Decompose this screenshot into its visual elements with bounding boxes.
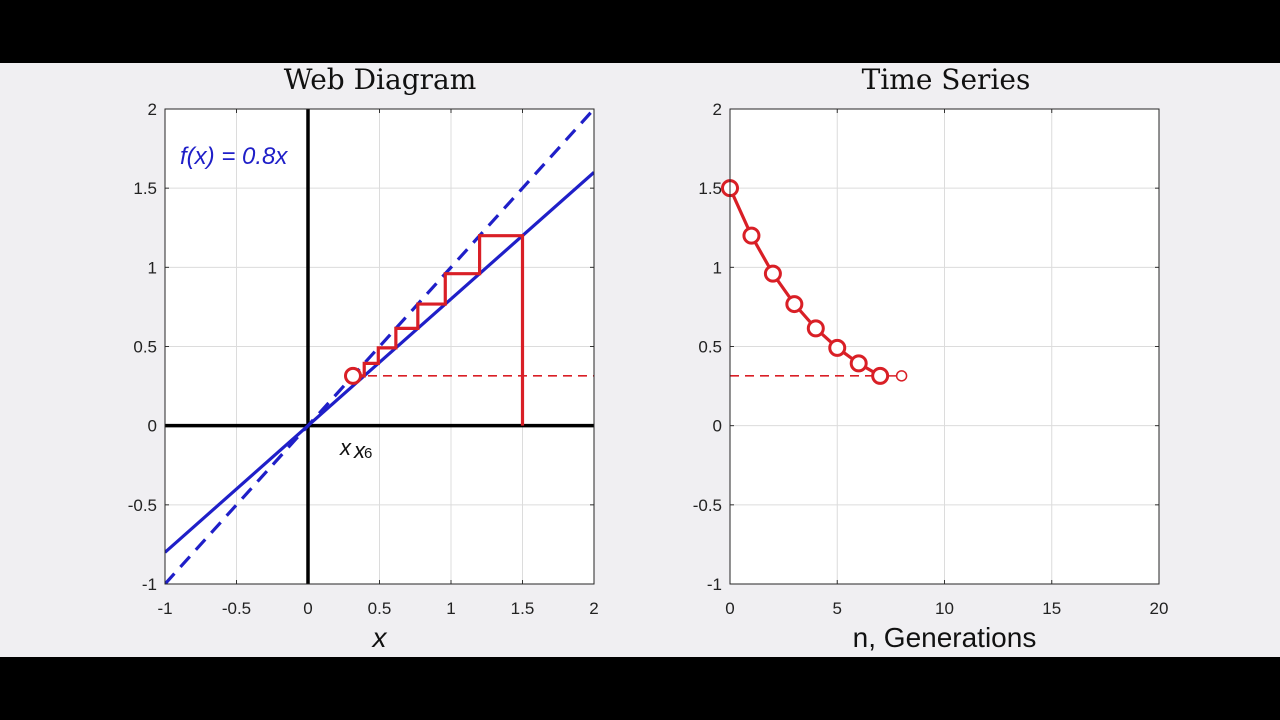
x-tick-label: 0.5 (368, 599, 392, 618)
y-tick-label: 1 (713, 258, 722, 277)
x-tick-label: 0 (725, 599, 734, 618)
y-tick-label: 0.5 (133, 338, 157, 357)
function-label: f(x) = 0.8x (180, 143, 288, 170)
web-diagram-chart: -1 -0.5 0 0.5 1 1.5 2 -1 -0.5 0 0.5 1 1.5 2 f(x) = 0.8… (128, 100, 599, 653)
next-point-marker (895, 370, 908, 382)
x-tick-label: 2 (589, 599, 598, 618)
y-tick-label: 1 (148, 258, 157, 277)
x-marker-label-overlap: x (353, 438, 366, 463)
y-tick-label: 0 (148, 417, 157, 436)
cobweb-path (352, 234, 525, 426)
y-tick-label: -1 (142, 575, 157, 594)
x-tick-label: 1.5 (511, 599, 535, 618)
x-axis-label: x (371, 622, 388, 653)
y-tick-label: -1 (707, 575, 722, 594)
series-point (806, 319, 825, 338)
x-tick-label: 0 (303, 599, 312, 618)
x-tick-label: 5 (833, 599, 842, 618)
current-point-marker (343, 366, 362, 385)
series-point (871, 366, 890, 385)
x-tick-label: 20 (1150, 599, 1169, 618)
y-tick-label: 1.5 (698, 179, 722, 198)
x-tick-label: 1 (446, 599, 455, 618)
series-point (742, 226, 761, 245)
plot-content (165, 109, 594, 584)
time-series-chart: 0 5 10 15 20 -1 -0.5 0 0.5 1 1.5 2 n, Generations (693, 100, 1169, 653)
x-tick-label: 15 (1042, 599, 1061, 618)
figure: Web Diagram Time Series -1 -0.5 0 0.5 1 1.5 2-… (0, 63, 1280, 657)
y-tick-label: 0.5 (698, 338, 722, 357)
x-marker-subscript: 6 (364, 445, 372, 462)
identity-line (165, 109, 594, 584)
series-point (849, 354, 868, 373)
time-series-title: Time Series (861, 63, 1031, 96)
y-tick-label: 0 (713, 417, 722, 436)
web-diagram-title: Web Diagram (283, 63, 477, 96)
series-point (763, 264, 782, 283)
x-tick-label: 10 (935, 599, 954, 618)
x-marker-label: x (339, 435, 352, 460)
axes-frame (729, 108, 1160, 585)
series-point (785, 295, 804, 314)
y-tick-label: 1.5 (133, 179, 157, 198)
y-tick-label: -0.5 (128, 496, 157, 515)
series-point (828, 338, 847, 357)
x-tick-label: -1 (157, 599, 172, 618)
axes-frame (164, 108, 595, 585)
y-tick-label: 2 (148, 100, 157, 119)
y-tick-label: -0.5 (693, 496, 722, 515)
y-tick-label: 2 (713, 100, 722, 119)
x-axis-label: n, Generations (853, 622, 1037, 653)
x-tick-label: -0.5 (222, 599, 251, 618)
